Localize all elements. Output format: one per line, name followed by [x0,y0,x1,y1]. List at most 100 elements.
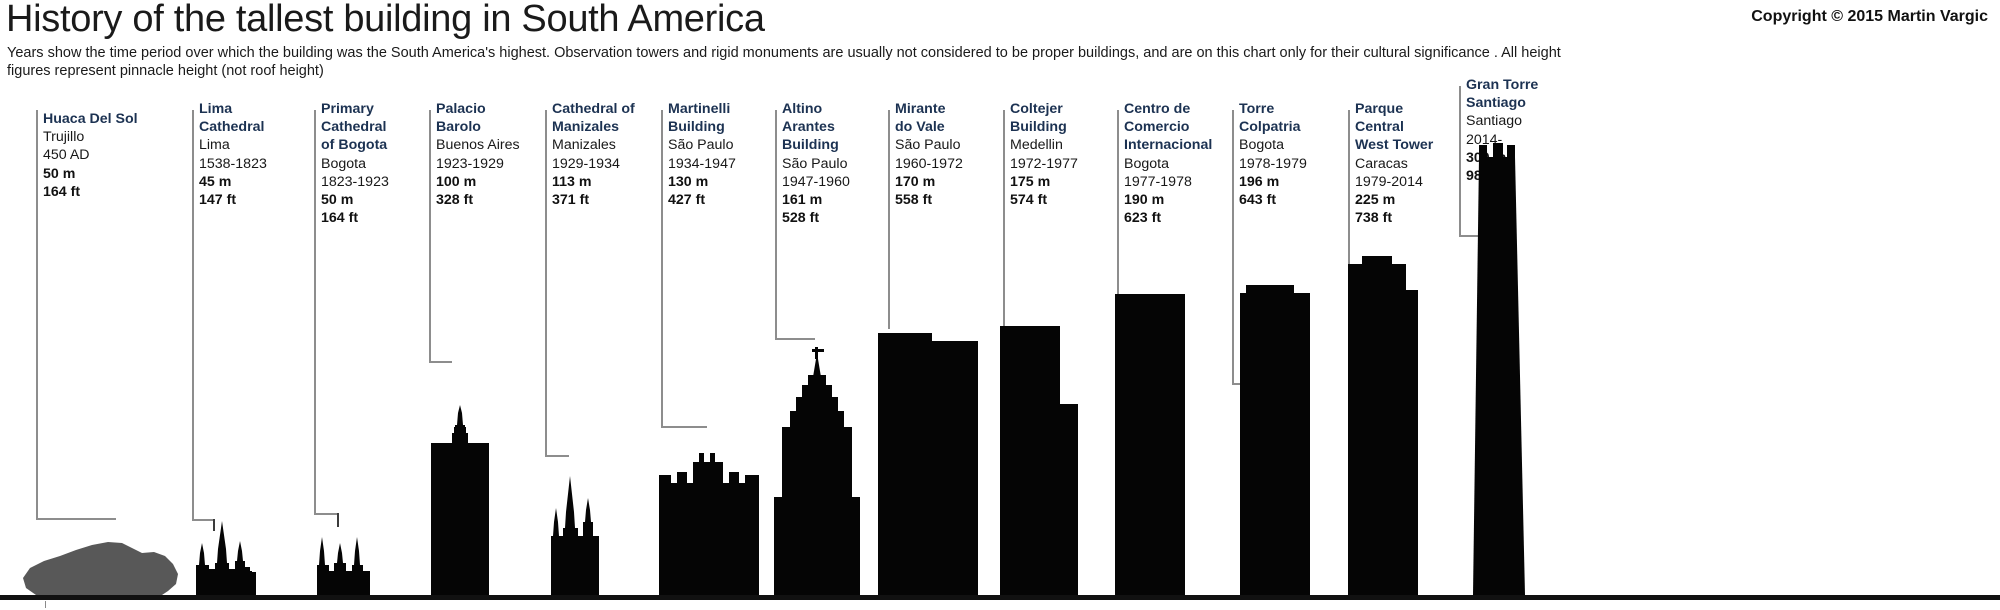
leader-elbow-3 [429,361,452,363]
building-city: São Paulo [668,137,734,154]
building-height-ft: 427 ft [668,192,706,209]
building-height-ft: 371 ft [552,192,590,209]
leader-drop-2 [337,513,339,527]
building-name: Cathedral [199,119,265,136]
chart-area: Huaca Del Sol Trujillo 450 AD 50 m 164 f… [0,77,2000,610]
building-label-10: Torre Colpatria Bogota 1978-1979 196 m 6… [1232,100,1307,209]
building-name: Altino [782,101,823,117]
leader-elbow-1 [192,519,214,521]
building-name: Cathedral [321,119,387,136]
building-city: São Paulo [782,155,848,172]
building-height-m: 100 m [436,173,477,190]
axis-tick [45,601,46,608]
building-years: 1823-1923 [321,173,389,190]
building-silhouette-cathedral-manizales [543,470,623,595]
leader-line-5 [661,110,663,428]
building-silhouette-huaca-del-sol [18,512,188,595]
building-city: Santiago [1466,113,1523,130]
building-height-m: 170 m [895,173,936,190]
building-height-m: 225 m [1355,192,1396,209]
building-years: 1947-1960 [782,173,850,190]
leader-elbow-0 [36,518,116,520]
building-label-7: Mirante do Vale São Paulo 1960-1972 170 … [888,100,963,209]
leader-elbow-5 [661,426,707,428]
building-label-2: Primary Cathedral of Bogota Bogota 1823-… [314,100,389,227]
building-silhouette-martinelli [655,448,765,595]
building-label-4: Cathedral of Manizales Manizales 1929-19… [545,100,635,209]
building-name: West Tower [1355,137,1434,154]
building-name: Coltejer [1010,101,1063,117]
building-name: Primary [321,101,374,117]
leader-elbow-10 [1232,383,1245,385]
building-height-ft: 164 ft [321,210,359,227]
building-name: Building [1010,119,1067,136]
building-years: 1972-1977 [1010,155,1078,172]
building-height-m: 161 m [782,192,823,209]
building-height-m: 190 m [1124,192,1165,209]
leader-line-3 [429,110,431,363]
building-name: Manizales [552,119,620,136]
building-label-9: Centro de Comercio Internacional Bogota … [1117,100,1212,227]
building-city: São Paulo [895,137,961,154]
building-name: Santiago [1466,95,1526,112]
building-years: 1934-1947 [668,155,736,172]
leader-line-0 [36,110,38,520]
copyright-notice: Copyright © 2015 Martin Vargic [1751,8,1988,25]
page-title: History of the tallest building in South… [6,0,765,40]
building-years: 1979-2014 [1355,173,1423,190]
leader-line-12 [1459,86,1461,237]
building-name: Building [668,119,725,136]
building-years: 1923-1929 [436,155,504,172]
building-height-ft: 147 ft [199,192,237,209]
building-height-m: 175 m [1010,173,1051,190]
leader-line-11 [1348,110,1350,267]
building-height-m: 130 m [668,173,709,190]
leader-elbow-2 [314,513,338,515]
building-height-ft: 623 ft [1124,210,1162,227]
building-name: Building [782,137,839,154]
building-city: Trujillo [43,129,85,146]
building-silhouette-parque-central-west-tower [1348,252,1428,595]
building-city: Caracas [1355,155,1408,172]
leader-elbow-4 [545,455,569,457]
building-name: Mirante [895,101,946,117]
building-silhouette-centro-comercio-internacional [1115,294,1185,595]
leader-line-6 [775,110,777,340]
building-silhouette-mirante-do-vale [878,333,978,595]
building-name: of Bogota [321,137,388,154]
leader-line-8 [1003,110,1005,406]
leader-line-2 [314,110,316,515]
building-silhouette-coltejer [1000,326,1090,595]
building-height-ft: 738 ft [1355,210,1393,227]
building-label-0: Huaca Del Sol Trujillo 450 AD 50 m 164 f… [36,110,138,201]
building-city: Manizales [552,137,616,154]
building-name: Martinelli [668,101,731,117]
building-silhouette-altino-arantes [772,347,862,595]
building-height-m: 50 m [43,165,76,182]
building-silhouette-gran-torre-santiago [1463,143,1533,595]
building-height-m: 50 m [321,192,354,209]
building-label-6: Altino Arantes Building São Paulo 1947-1… [775,100,850,227]
building-name: Torre [1239,101,1275,117]
building-name: Arantes [782,119,835,136]
leader-line-9 [1117,110,1119,391]
leader-elbow-12 [1459,235,1484,237]
building-name: Central [1355,119,1404,136]
building-city: Medellin [1010,137,1063,154]
building-height-ft: 328 ft [436,192,474,209]
building-years: 1929-1934 [552,155,620,172]
building-years: 1977-1978 [1124,173,1192,190]
building-height-ft: 164 ft [43,183,81,200]
building-city: Lima [199,137,230,154]
building-name: Parque [1355,101,1404,117]
leader-drop-1 [213,519,215,531]
building-city: Bogota [321,155,366,172]
building-height-ft: 643 ft [1239,192,1277,209]
ground-baseline [0,595,2000,600]
building-silhouette-lima-cathedral [190,517,270,595]
building-height-m: 196 m [1239,173,1280,190]
building-silhouette-palacio-barolo [425,405,495,595]
building-years: 1538-1823 [199,155,267,172]
leader-line-10 [1232,110,1234,385]
